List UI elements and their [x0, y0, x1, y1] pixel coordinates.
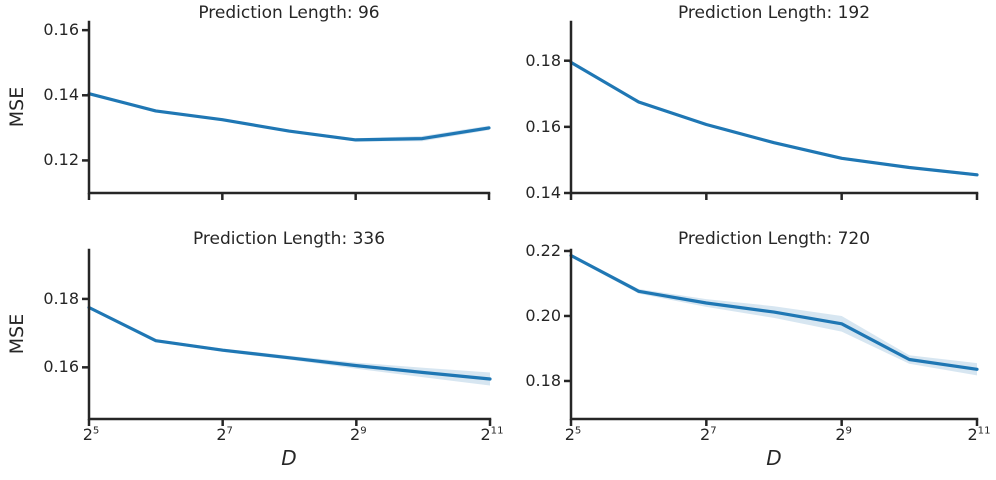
y-axis-label-top: MSE [6, 86, 28, 128]
y-tick-label: 0.20 [525, 305, 561, 325]
subplot-prediction-length-96 [82, 20, 491, 200]
axis-spines [87, 20, 491, 195]
confidence-band [89, 306, 490, 386]
subplot-title-192: Prediction Length: 192 [677, 3, 871, 23]
axis-spines [569, 248, 979, 421]
x-tick-label: 29 [835, 425, 852, 444]
x-axis-label-left: D [281, 446, 297, 470]
x-tick-label: 27 [700, 425, 717, 444]
confidence-band [89, 92, 489, 142]
x-tick-label: 27 [216, 425, 233, 444]
y-tick-label: 0.16 [43, 20, 79, 40]
confidence-band [571, 253, 977, 376]
series-line [569, 253, 979, 371]
y-tick-label: 0.16 [525, 116, 561, 136]
subplot-prediction-length-720 [564, 248, 979, 426]
y-tick-label: 0.18 [525, 50, 561, 70]
y-tick-label: 0.16 [43, 357, 79, 377]
x-axis-label-right: D [766, 446, 782, 470]
y-tick-label: 0.12 [43, 150, 79, 170]
x-tick-label: 211 [480, 425, 504, 444]
axis-spines [87, 248, 492, 421]
subplot-title-720: Prediction Length: 720 [677, 229, 871, 249]
y-tick-label: 0.22 [525, 240, 561, 260]
subplot-prediction-length-336 [82, 248, 492, 426]
x-tick-label: 29 [350, 425, 367, 444]
subplot-title-96: Prediction Length: 96 [198, 3, 380, 23]
series-line [87, 305, 492, 381]
y-tick-label: 0.14 [43, 85, 79, 105]
series-line [87, 92, 491, 142]
y-tick-label: 0.18 [525, 370, 561, 390]
x-tick-label: 25 [564, 425, 582, 444]
subplot-title-336: Prediction Length: 336 [192, 229, 386, 249]
y-tick-label: 0.18 [43, 288, 79, 308]
y-tick-label: 0.14 [525, 183, 561, 202]
x-tick-label: 25 [82, 425, 100, 444]
x-tick-label: 211 [967, 425, 991, 444]
subplot-prediction-length-192 [564, 20, 979, 200]
confidence-band [571, 61, 977, 177]
series-line [569, 60, 979, 177]
